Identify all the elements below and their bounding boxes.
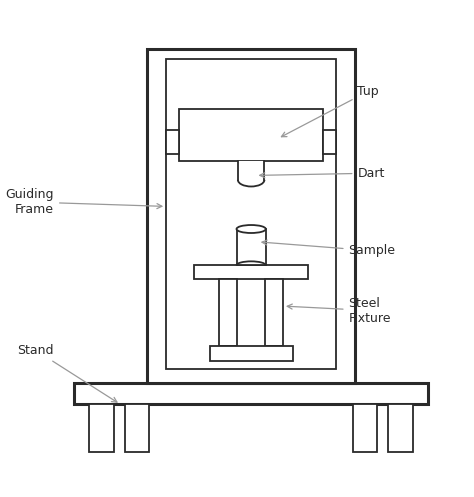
Bar xyxy=(166,130,179,154)
Bar xyxy=(238,161,264,180)
Bar xyxy=(90,405,114,452)
Bar xyxy=(125,405,149,452)
Bar xyxy=(210,346,293,361)
Bar xyxy=(389,405,413,452)
Text: Sample: Sample xyxy=(262,240,396,257)
Bar xyxy=(265,279,283,346)
Bar xyxy=(179,108,323,161)
Text: Steel
Fixture: Steel Fixture xyxy=(287,297,391,325)
Text: Dart: Dart xyxy=(260,166,385,180)
Bar xyxy=(74,383,428,405)
Bar xyxy=(147,49,355,383)
Text: Tup: Tup xyxy=(282,85,379,137)
Bar xyxy=(353,405,377,452)
Bar xyxy=(323,130,336,154)
Bar xyxy=(237,229,266,265)
Bar xyxy=(219,279,237,346)
Text: Guiding
Frame: Guiding Frame xyxy=(6,188,162,216)
Ellipse shape xyxy=(237,225,266,233)
Bar xyxy=(166,59,336,369)
Bar xyxy=(194,265,308,279)
Text: Stand: Stand xyxy=(18,344,117,402)
